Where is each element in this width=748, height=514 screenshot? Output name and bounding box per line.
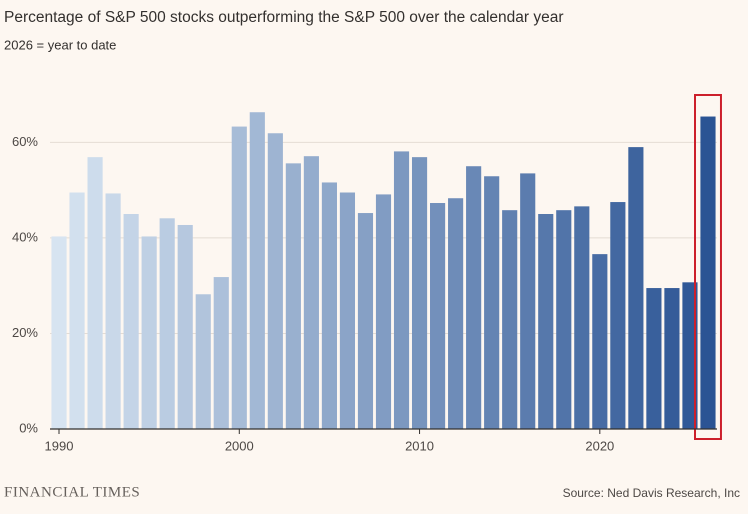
bar	[502, 210, 518, 429]
bar	[105, 193, 121, 429]
source: Source: Ned Davis Research, Inc	[563, 486, 740, 500]
y-tick-label: 40%	[12, 229, 38, 244]
bar	[213, 277, 229, 429]
x-tick-label: 1990	[45, 438, 74, 453]
bar	[393, 151, 410, 429]
bar	[123, 214, 139, 429]
bar	[556, 210, 572, 429]
bar	[321, 182, 337, 429]
bar	[159, 218, 175, 429]
x-tick-label: 2020	[585, 438, 614, 453]
bar	[375, 194, 392, 429]
bar	[411, 157, 428, 429]
bar	[51, 236, 67, 429]
bar	[231, 126, 247, 430]
bar	[285, 163, 301, 429]
bar	[538, 214, 554, 429]
bar	[357, 213, 374, 429]
y-tick-label: 0%	[19, 420, 38, 435]
bar	[700, 116, 716, 430]
bar	[195, 294, 211, 429]
bar	[484, 176, 500, 429]
bar	[267, 133, 283, 429]
highlight-box	[694, 94, 722, 440]
bar	[87, 157, 103, 429]
bar	[628, 147, 644, 429]
bar	[141, 236, 157, 429]
y-tick-label: 60%	[12, 134, 38, 149]
bar	[664, 288, 680, 429]
bar	[574, 206, 590, 429]
bar	[520, 173, 536, 429]
bar	[682, 282, 698, 429]
bar	[339, 192, 356, 429]
bar	[466, 166, 482, 429]
bar	[592, 254, 608, 429]
bar	[249, 112, 265, 429]
bar	[303, 156, 319, 429]
chart-title: Percentage of S&P 500 stocks outperformi…	[4, 9, 564, 26]
x-tick-label: 2010	[405, 438, 434, 453]
bar	[610, 202, 626, 429]
bar	[69, 192, 85, 429]
chart-subtitle: 2026 = year to date	[4, 37, 116, 52]
brand: FINANCIAL TIMES	[4, 484, 140, 500]
x-tick-label: 2000	[225, 438, 254, 453]
bar	[430, 203, 446, 429]
bar	[646, 288, 662, 429]
bar	[448, 198, 464, 429]
y-tick-label: 20%	[12, 325, 38, 340]
bar	[177, 224, 193, 429]
